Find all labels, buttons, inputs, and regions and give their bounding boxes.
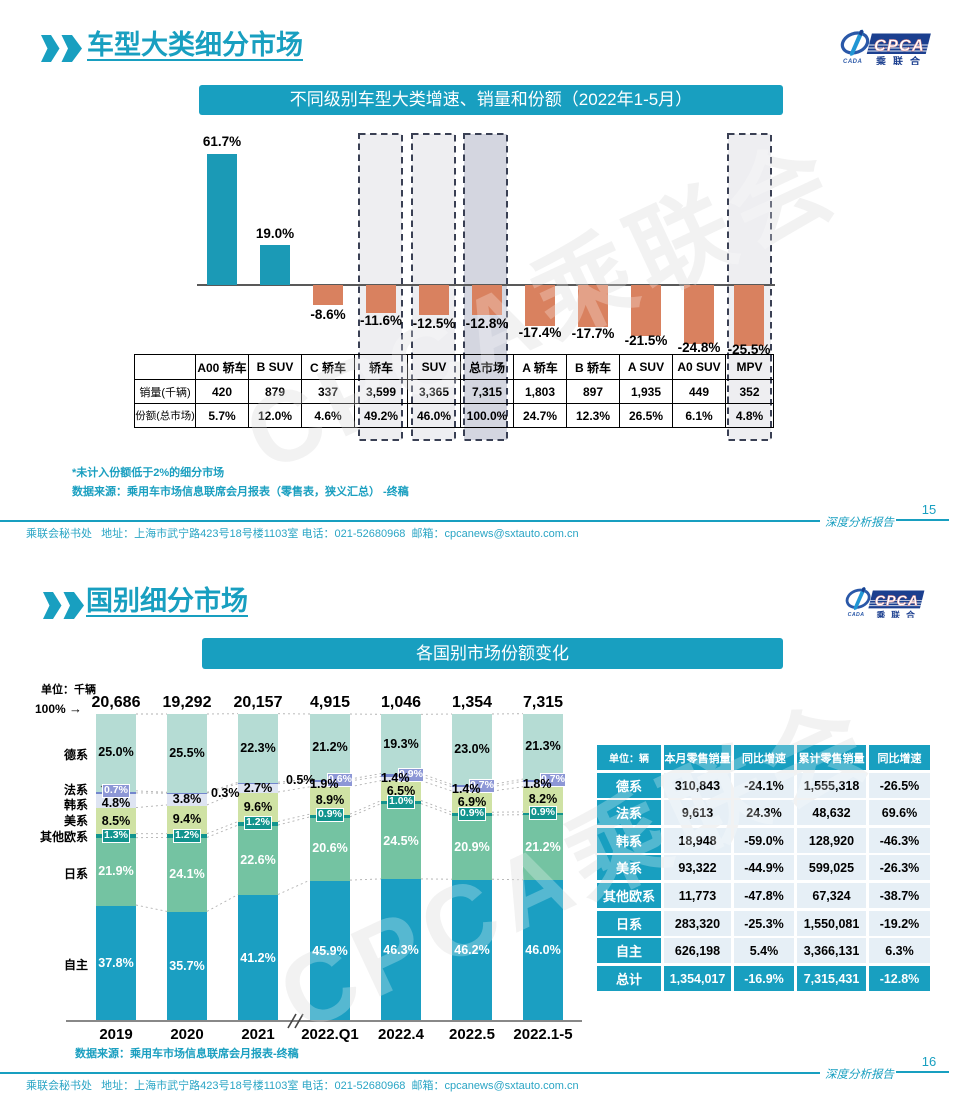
svg-text:CPCA: CPCA [874,37,925,55]
svg-text:CPCA: CPCA [875,594,919,610]
svg-text:CADA: CADA [848,612,865,618]
svg-text:CADA: CADA [843,59,862,65]
svg-text:乘联合: 乘联合 [875,609,921,618]
svg-text:乘联合: 乘联合 [875,55,927,65]
